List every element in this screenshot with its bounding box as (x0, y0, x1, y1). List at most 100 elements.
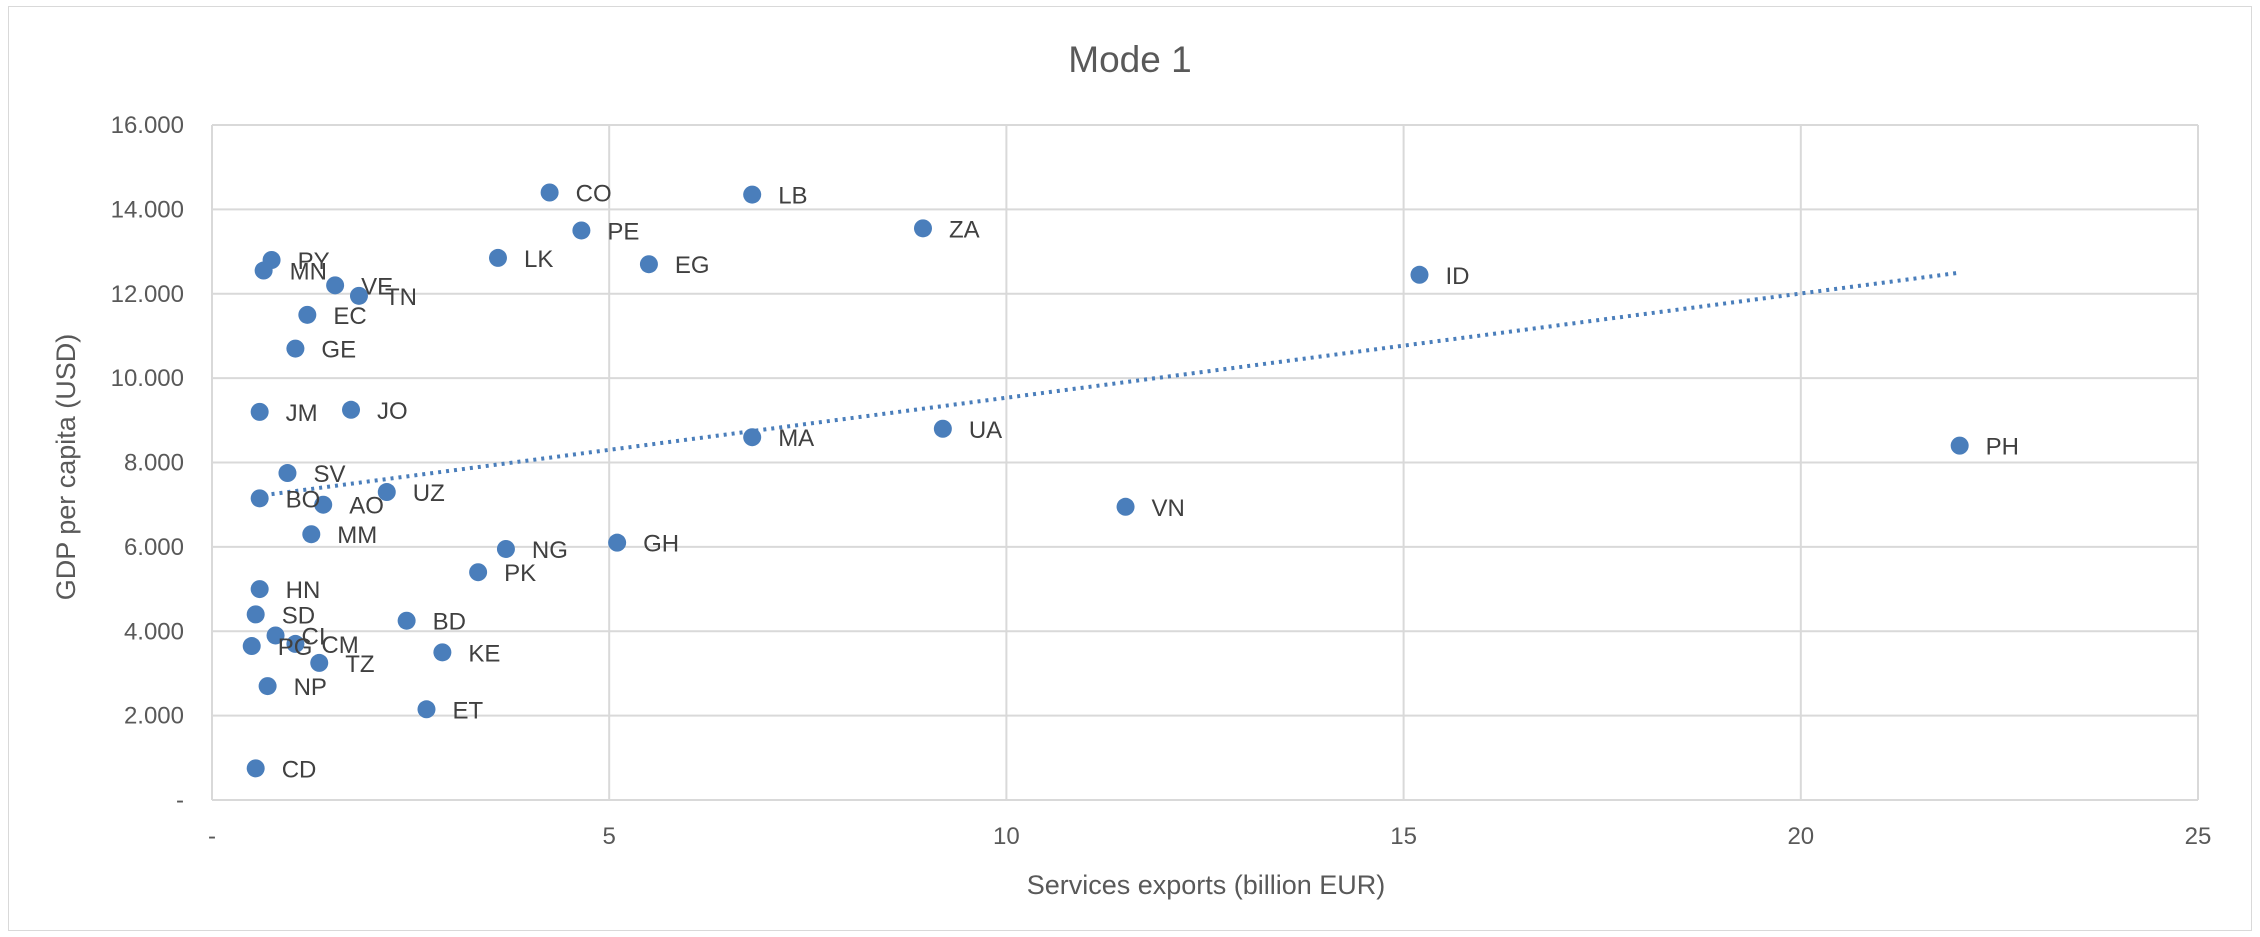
data-label-jm: JM (286, 400, 318, 427)
data-label-mm: MM (337, 522, 377, 549)
data-point-id (1410, 265, 1429, 284)
y-tick-label: 12.000 (111, 281, 184, 308)
data-label-ng: NG (532, 537, 568, 564)
x-tick-label: 15 (1390, 823, 1417, 850)
data-label-cm: CM (321, 632, 358, 659)
data-label-tn: TN (385, 284, 417, 311)
data-label-pg: PG (278, 634, 313, 661)
data-label-co: CO (576, 181, 612, 208)
x-axis-title: Services exports (billion EUR) (1027, 870, 1386, 900)
y-axis-title: GDP per capita (USD) (51, 334, 81, 601)
data-point-pg (242, 637, 261, 656)
data-point-ma (743, 428, 762, 447)
data-point-hn (250, 580, 269, 599)
data-point-mn (254, 261, 273, 280)
data-label-za: ZA (949, 216, 980, 243)
data-points (242, 183, 1969, 778)
data-point-ao (314, 495, 333, 514)
data-label-hn: HN (286, 577, 321, 604)
data-label-ph: PH (1986, 434, 2019, 461)
y-tick-label: - (176, 787, 184, 814)
data-label-ve: VE (361, 273, 393, 300)
data-point-ec (298, 305, 317, 324)
data-point-ua (933, 419, 952, 438)
data-label-ao: AO (349, 493, 384, 520)
data-label-lk: LK (524, 246, 553, 273)
data-label-ma: MA (778, 425, 814, 452)
x-tick-label: 25 (2185, 823, 2212, 850)
data-point-np (258, 677, 277, 696)
data-point-tz (310, 653, 329, 672)
chart-area (8, 6, 2252, 931)
data-label-pe: PE (607, 218, 639, 245)
data-label-mn: MN (290, 259, 327, 286)
y-tick-label: 14.000 (111, 196, 184, 223)
x-tick-label: 20 (1787, 823, 1814, 850)
data-label-eg: EG (675, 252, 710, 279)
data-label-jo: JO (377, 398, 408, 425)
data-label-et: ET (452, 697, 483, 724)
data-point-et (417, 700, 436, 719)
data-point-gh (608, 533, 627, 552)
data-label-ke: KE (468, 640, 500, 667)
data-label-tz: TZ (345, 651, 374, 678)
linear-trendline (255, 270, 1960, 499)
data-point-ph (1950, 436, 1969, 455)
data-label-gh: GH (643, 531, 679, 558)
y-tick-label: 8.000 (124, 450, 184, 477)
data-point-pk (469, 563, 488, 582)
data-label-np: NP (294, 674, 327, 701)
data-point-ve (326, 276, 345, 295)
x-tick-label: 10 (993, 823, 1020, 850)
data-point-vn (1116, 497, 1135, 516)
data-label-sv: SV (313, 461, 345, 488)
data-point-ke (433, 643, 452, 662)
data-label-vn: VN (1152, 495, 1185, 522)
data-point-jo (342, 400, 361, 419)
trendline (255, 270, 1960, 499)
data-label-id: ID (1445, 263, 1469, 290)
y-tick-label: 10.000 (111, 365, 184, 392)
chart-title: Mode 1 (1068, 39, 1191, 80)
data-point-bd (397, 611, 416, 630)
data-point-ng (496, 539, 515, 558)
data-label-pk: PK (504, 560, 536, 587)
data-point-co (540, 183, 559, 202)
data-point-sv (278, 464, 297, 483)
data-point-uz (377, 483, 396, 502)
data-point-sd (246, 605, 265, 624)
data-label-ci: CI (302, 623, 326, 650)
data-label-bo: BO (286, 486, 321, 513)
data-label-ge: GE (321, 337, 356, 364)
data-point-lb (743, 185, 762, 204)
data-point-jm (250, 402, 269, 421)
data-point-pe (572, 221, 591, 240)
data-label-ec: EC (333, 303, 366, 330)
data-point-za (913, 219, 932, 238)
data-label-lb: LB (778, 183, 807, 210)
y-tick-label: 4.000 (124, 618, 184, 645)
y-tick-label: 6.000 (124, 534, 184, 561)
y-tick-label: 2.000 (124, 703, 184, 730)
gridlines (211, 124, 2199, 801)
axis-ticks: - 2.000 4.000 6.000 8.000 10.000 12.000 14.000 1… (111, 112, 2212, 850)
data-point-cd (246, 759, 265, 778)
data-point-tn (349, 286, 368, 305)
x-tick-label: - (208, 823, 216, 850)
data-point-cm (286, 634, 305, 653)
x-tick-label: 5 (603, 823, 616, 850)
data-point-eg (639, 255, 658, 274)
data-label-uz: UZ (413, 480, 445, 507)
data-point-ge (286, 339, 305, 358)
data-point-mm (302, 525, 321, 544)
data-label-bd: BD (433, 609, 466, 636)
data-label-sd: SD (282, 602, 315, 629)
data-label-cd: CD (282, 756, 317, 783)
data-label-ua: UA (969, 417, 1002, 444)
y-tick-label: 16.000 (111, 112, 184, 139)
data-point-lk (488, 248, 507, 267)
data-point-ci (266, 626, 285, 645)
data-label-py: PY (298, 248, 330, 275)
